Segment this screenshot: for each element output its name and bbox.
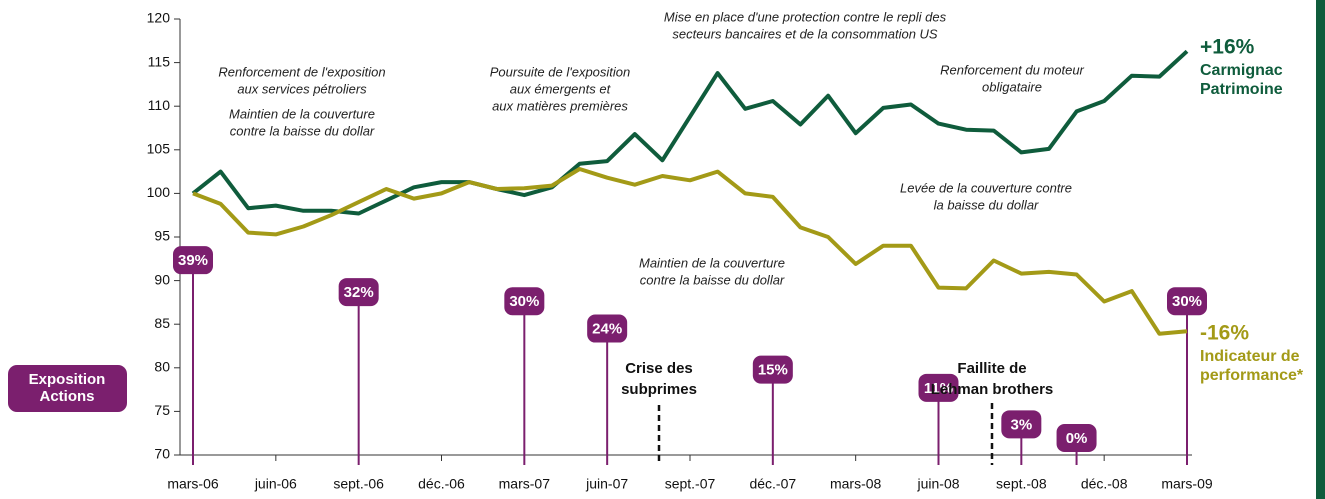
y-tick-label: 120 bbox=[147, 10, 171, 26]
y-tick-label: 70 bbox=[154, 446, 170, 462]
x-tick-label: mars-09 bbox=[1161, 476, 1213, 492]
exposure-label: 39% bbox=[178, 252, 208, 269]
annotation: Levée de la couverture contre bbox=[900, 180, 1072, 195]
y-tick-label: 85 bbox=[154, 315, 170, 331]
series-line bbox=[192, 167, 1188, 336]
exposure-badge bbox=[918, 373, 959, 402]
exposure-badge bbox=[752, 355, 793, 384]
x-tick-label: mars-07 bbox=[499, 476, 551, 492]
exposure-label: 24% bbox=[592, 321, 622, 338]
exposure-badge bbox=[338, 278, 379, 307]
exposure-legend-label: Exposition bbox=[29, 371, 106, 388]
x-tick-label: déc.-06 bbox=[418, 476, 465, 492]
legend-label: +16% bbox=[1200, 36, 1255, 59]
exposure-label: 11% bbox=[924, 380, 953, 397]
x-tick-label: mars-08 bbox=[830, 476, 882, 492]
event-label: Crise des bbox=[625, 360, 693, 377]
y-tick-label: 110 bbox=[148, 97, 171, 113]
y-tick-label: 95 bbox=[154, 228, 170, 244]
exposure-badge bbox=[587, 314, 628, 343]
exposure-label: 3% bbox=[1010, 416, 1032, 433]
x-tick-label: juin-08 bbox=[916, 476, 959, 492]
legend-label: Patrimoine bbox=[1200, 81, 1283, 98]
x-tick-label: juin-07 bbox=[585, 476, 628, 492]
exposure-label: 30% bbox=[509, 293, 539, 310]
exposure-badge bbox=[1056, 424, 1097, 452]
legend-label: Carmignac bbox=[1200, 62, 1283, 79]
annotation: Maintien de la couverture bbox=[229, 106, 375, 121]
exposure-label: 30% bbox=[1172, 293, 1202, 310]
y-tick-label: 100 bbox=[147, 184, 171, 200]
x-tick-label: juin-06 bbox=[254, 476, 297, 492]
annotation: Renforcement du moteur bbox=[940, 62, 1084, 77]
x-tick-label: sept.-06 bbox=[333, 476, 384, 492]
legend-label: -16% bbox=[1200, 322, 1249, 345]
event-label: Lehman brothers bbox=[931, 381, 1054, 398]
annotation: aux services pétroliers bbox=[237, 81, 367, 96]
series-line bbox=[191, 49, 1189, 216]
annotation: Poursuite de l'exposition bbox=[490, 64, 631, 79]
annotation: contre la baisse du dollar bbox=[230, 123, 375, 138]
exposure-badge bbox=[1167, 287, 1207, 316]
exposure-legend-box bbox=[8, 365, 127, 412]
x-tick-label: déc.-08 bbox=[1081, 476, 1128, 492]
legend-label: Indicateur de bbox=[1200, 348, 1300, 365]
x-tick-label: déc.-07 bbox=[749, 476, 796, 492]
exposure-badge bbox=[1001, 410, 1042, 439]
x-tick-label: mars-06 bbox=[167, 476, 219, 492]
annotation: la baisse du dollar bbox=[934, 197, 1039, 212]
legend-label: performance* bbox=[1200, 367, 1304, 384]
x-tick-label: sept.-07 bbox=[665, 476, 716, 492]
y-tick-label: 115 bbox=[148, 53, 171, 69]
exposure-label: 15% bbox=[758, 362, 788, 379]
annotation: secteurs bancaires et de la consommation… bbox=[672, 26, 938, 41]
right-border bbox=[1316, 0, 1325, 499]
annotation: Mise en place d'une protection contre le… bbox=[664, 9, 947, 24]
exposure-legend-label: Actions bbox=[39, 388, 94, 405]
exposure-badge bbox=[173, 246, 213, 275]
y-tick-label: 75 bbox=[154, 402, 170, 418]
annotation: contre la baisse du dollar bbox=[640, 272, 785, 287]
annotation: aux émergents et bbox=[510, 81, 612, 96]
annotation: obligataire bbox=[982, 79, 1042, 94]
exposure-badge bbox=[504, 287, 545, 316]
event-label: subprimes bbox=[621, 381, 697, 398]
exposure-label: 32% bbox=[344, 284, 374, 301]
y-tick-label: 90 bbox=[154, 271, 170, 287]
annotation: aux matières premières bbox=[492, 98, 628, 113]
exposure-label: 0% bbox=[1066, 430, 1088, 447]
annotation: Maintien de la couverture bbox=[639, 255, 785, 270]
annotation: Renforcement de l'exposition bbox=[218, 64, 385, 79]
x-tick-label: sept.-08 bbox=[996, 476, 1047, 492]
y-tick-label: 80 bbox=[154, 359, 170, 375]
y-tick-label: 105 bbox=[147, 141, 171, 157]
event-label: Faillite de bbox=[957, 360, 1026, 377]
